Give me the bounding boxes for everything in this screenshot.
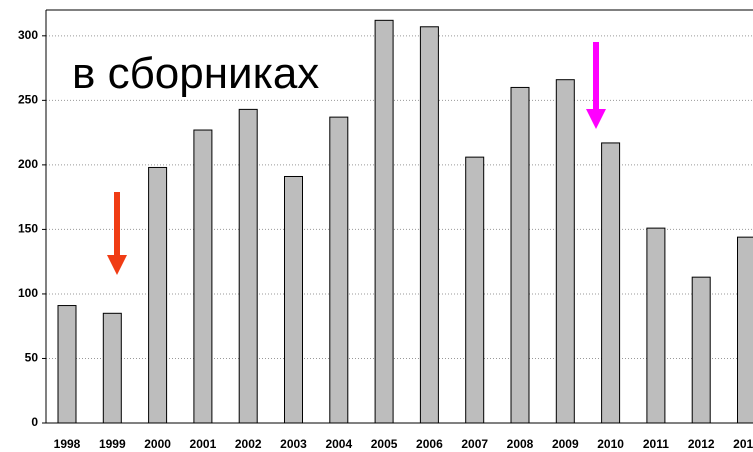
x-tick-label: 2013 bbox=[733, 437, 753, 451]
bar bbox=[555, 79, 575, 424]
y-tick-label: 300 bbox=[18, 28, 38, 42]
bar bbox=[148, 166, 168, 424]
bar bbox=[691, 276, 711, 424]
y-tick-label: 150 bbox=[18, 222, 38, 236]
bar bbox=[329, 116, 349, 424]
x-tick-label: 2001 bbox=[190, 437, 217, 451]
bar bbox=[419, 26, 439, 424]
bar bbox=[193, 129, 213, 424]
y-tick-label: 100 bbox=[18, 286, 38, 300]
bar bbox=[284, 175, 303, 424]
x-tick-label: 2004 bbox=[325, 437, 352, 451]
magenta-arrow bbox=[593, 42, 599, 111]
x-tick-label: 2005 bbox=[371, 437, 398, 451]
bar bbox=[646, 227, 666, 424]
y-tick-label: 250 bbox=[18, 93, 38, 107]
bar bbox=[374, 19, 394, 424]
x-tick-label: 2007 bbox=[461, 437, 488, 451]
y-tick-label: 50 bbox=[25, 351, 39, 365]
bar bbox=[510, 86, 530, 424]
x-tick-label: 2003 bbox=[280, 437, 307, 451]
x-tick-label: 2006 bbox=[416, 437, 443, 451]
magenta-arrow bbox=[586, 109, 606, 129]
bar bbox=[57, 305, 77, 424]
bar bbox=[737, 236, 753, 424]
bar bbox=[102, 312, 122, 424]
x-tick-label: 2012 bbox=[688, 437, 715, 451]
x-tick-label: 2010 bbox=[597, 437, 624, 451]
bar bbox=[601, 142, 621, 424]
red-arrow bbox=[114, 192, 120, 257]
x-tick-label: 2011 bbox=[643, 437, 669, 451]
x-tick-label: 2002 bbox=[235, 437, 262, 451]
bar bbox=[238, 108, 258, 424]
red-arrow bbox=[107, 255, 127, 275]
y-tick-label: 200 bbox=[18, 157, 38, 171]
annotation: в сборниках bbox=[72, 49, 319, 98]
x-tick-label: 2009 bbox=[552, 437, 579, 451]
x-tick-label: 1999 bbox=[99, 437, 126, 451]
y-tick-label: 0 bbox=[31, 415, 38, 429]
x-tick-label: 2008 bbox=[507, 437, 534, 451]
x-tick-label: 2000 bbox=[144, 437, 171, 451]
x-tick-label: 1998 bbox=[54, 437, 81, 451]
bar bbox=[465, 156, 485, 424]
